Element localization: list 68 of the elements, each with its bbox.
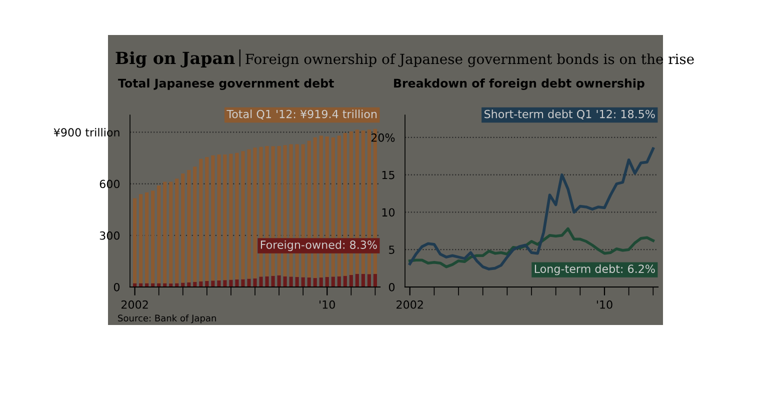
bar — [175, 178, 179, 284]
bar — [145, 192, 149, 284]
bar — [163, 182, 167, 284]
bar — [235, 152, 239, 280]
bar — [151, 190, 155, 284]
bar — [343, 276, 347, 287]
x-tick-label: '10 — [596, 300, 612, 309]
bar — [337, 276, 341, 287]
bar — [373, 274, 377, 287]
bar — [241, 279, 245, 287]
bar — [217, 154, 221, 280]
bar — [277, 275, 281, 287]
bar — [181, 173, 185, 283]
source-note: Source: Bank of Japan — [118, 314, 216, 324]
bar — [169, 182, 173, 284]
bar — [367, 274, 371, 287]
y-tick-label: 0 — [114, 282, 120, 292]
bar — [253, 148, 257, 278]
bar — [325, 277, 329, 287]
bar — [361, 274, 365, 287]
bar — [331, 276, 335, 287]
x-tick-label: '10 — [320, 300, 335, 309]
chart-title: Total Japanese government debt — [118, 78, 334, 90]
bar — [187, 170, 191, 282]
bar — [157, 186, 161, 284]
bar — [283, 276, 287, 287]
y-tick-label: 20% — [371, 133, 395, 142]
annotation: Short-term debt Q1 '12: 18.5% — [484, 110, 655, 120]
bar — [181, 282, 185, 287]
bar — [199, 158, 203, 282]
bar — [307, 278, 311, 287]
bar — [259, 276, 263, 287]
bar — [133, 198, 137, 284]
bar — [265, 276, 269, 287]
bar — [193, 166, 197, 282]
bar — [139, 194, 143, 284]
bar — [289, 276, 293, 287]
y-tick-label: 5 — [389, 246, 394, 254]
bar — [211, 280, 215, 287]
bar — [229, 154, 233, 280]
bar — [223, 154, 227, 280]
bar — [247, 149, 251, 279]
bar — [271, 276, 275, 287]
annotation: Total Q1 '12: ¥919.4 trillion — [226, 110, 377, 120]
bar — [295, 277, 299, 287]
bar — [241, 151, 245, 280]
chart-title: Breakdown of foreign debt ownership — [394, 78, 644, 90]
bar — [211, 155, 215, 281]
bar — [205, 157, 209, 281]
text: Foreign ownership of Japanese government bonds is on the rise — [246, 53, 694, 68]
y-tick-label: 10 — [382, 208, 395, 217]
annotation: Foreign-owned: 8.3% — [260, 240, 377, 252]
bar — [301, 277, 305, 287]
bar — [355, 274, 359, 287]
bar — [223, 280, 227, 287]
bar — [229, 280, 233, 287]
y-tick-label: 15 — [382, 170, 394, 180]
text: Big on Japan — [116, 51, 235, 68]
bar — [247, 278, 251, 287]
bar — [319, 278, 323, 287]
bar — [235, 279, 239, 287]
bar — [313, 278, 317, 287]
x-tick-label: 2002 — [396, 300, 423, 309]
bar — [349, 274, 353, 287]
annotation: Long-term debt: 6.2% — [534, 264, 655, 276]
x-tick-label: 2002 — [121, 300, 148, 309]
y-tick-label: 0 — [388, 282, 395, 292]
bar — [253, 278, 257, 287]
